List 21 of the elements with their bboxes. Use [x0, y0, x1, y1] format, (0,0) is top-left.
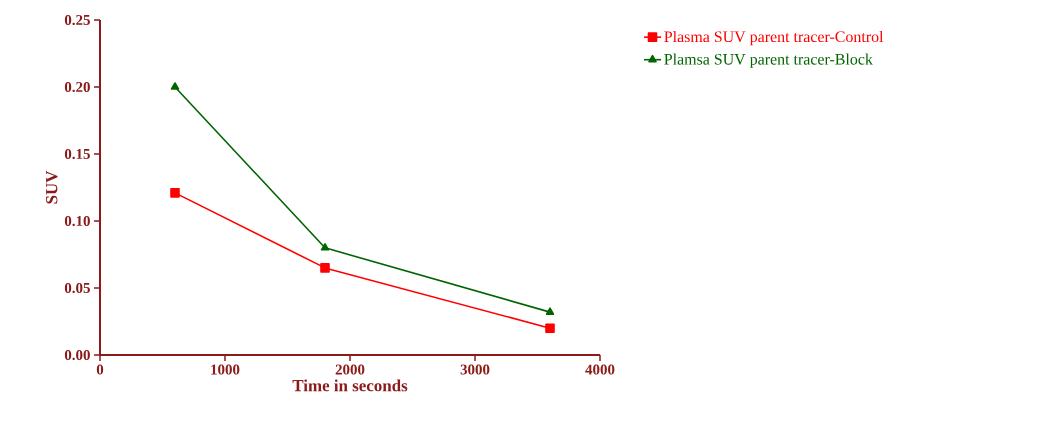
- point: [320, 243, 330, 251]
- x-tick-label: 0: [96, 364, 104, 375]
- y-tick-label: 0.20: [64, 81, 90, 93]
- y-tick-label: 0.00: [64, 349, 90, 361]
- legend-label: Plasma SUV parent tracer-Control: [664, 30, 884, 46]
- x-axis-title: Time in seconds: [292, 379, 408, 392]
- x-tick-label: 4000: [585, 364, 615, 375]
- x-tick-label: 3000: [460, 364, 490, 375]
- y-tick-label: 0.10: [64, 215, 90, 227]
- y-tick-label: 0.15: [64, 148, 90, 160]
- legend-label: Plamsa SUV parent tracer-Block: [664, 53, 873, 68]
- y-tick-label: 0.25: [64, 14, 90, 26]
- point: [170, 82, 180, 90]
- point: [545, 323, 555, 333]
- point: [545, 307, 555, 315]
- y-tick-label: 0.05: [64, 282, 90, 294]
- x-tick-label: 1000: [211, 364, 240, 375]
- y-axis-title: SUV: [46, 170, 58, 204]
- point: [170, 188, 180, 198]
- point: [320, 263, 330, 273]
- x-tick-label: 2000: [335, 364, 365, 375]
